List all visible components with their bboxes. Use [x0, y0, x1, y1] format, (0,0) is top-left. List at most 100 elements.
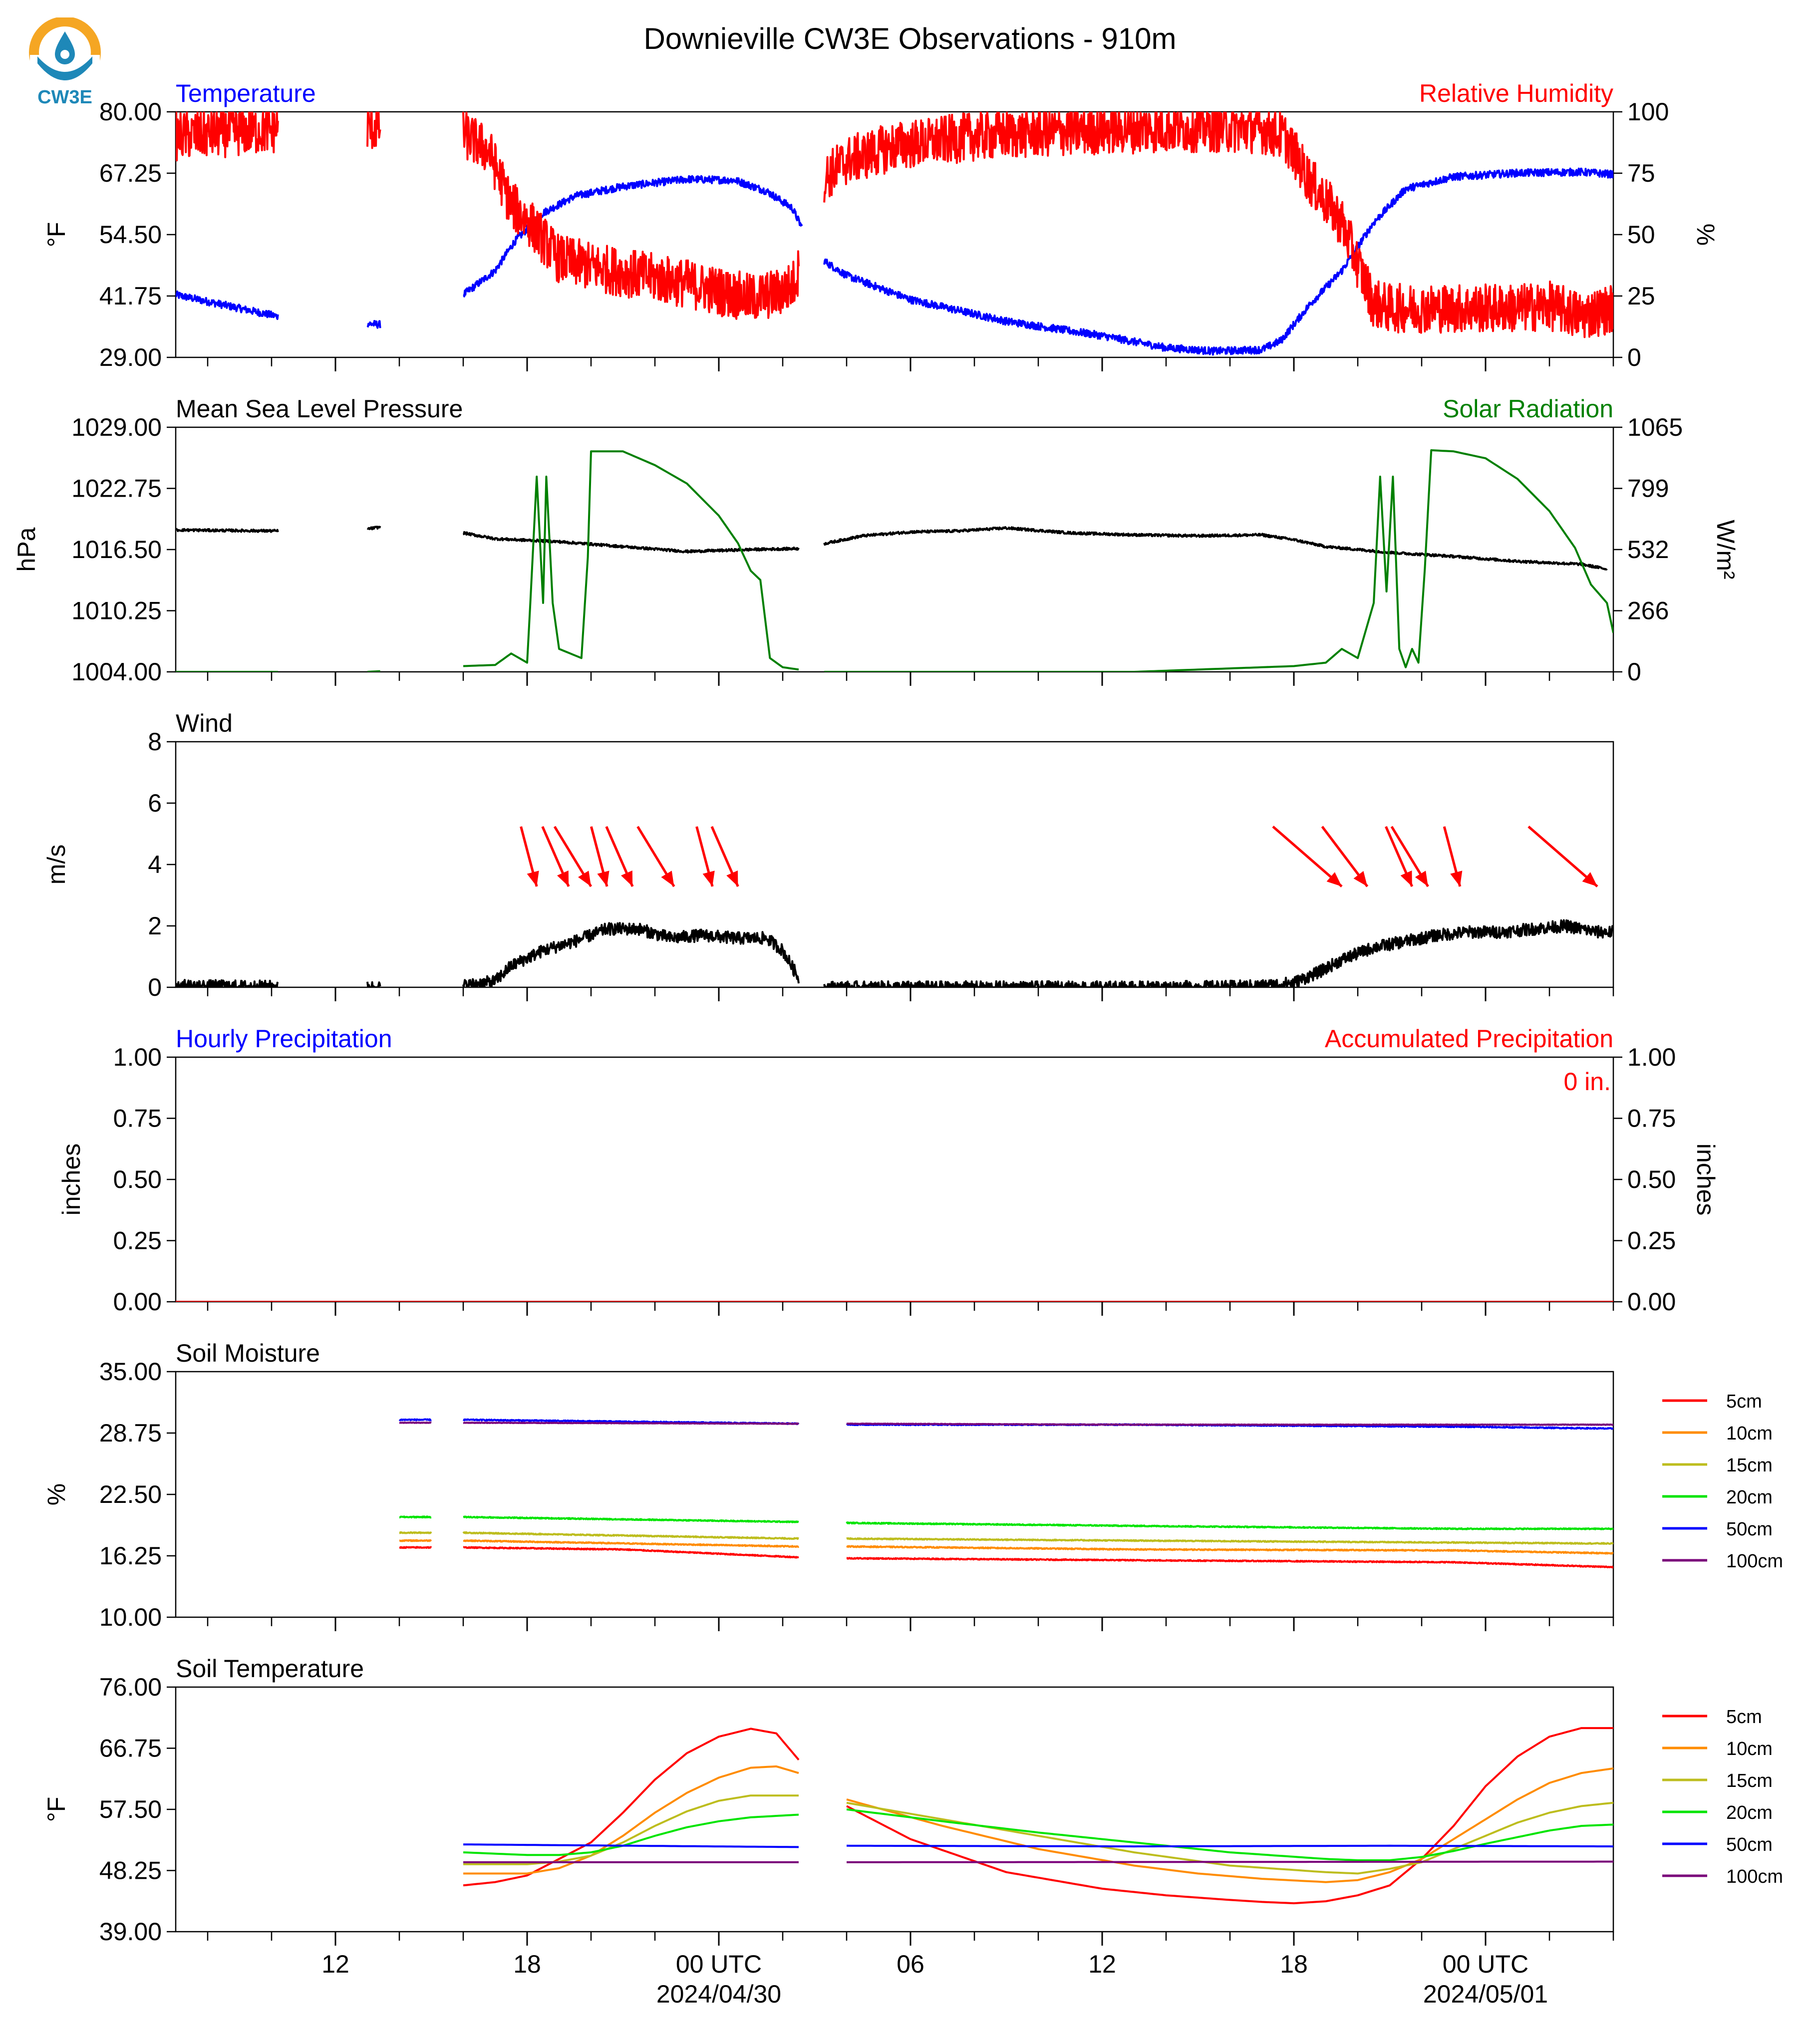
y-tick-label-right: 0.25 — [1627, 1227, 1676, 1255]
accumulated-precip-annotation: 0 in. — [1563, 1068, 1611, 1096]
panel-title-left: Wind — [176, 709, 233, 737]
cw3e-logo: CW3E — [27, 16, 102, 108]
logo-text: CW3E — [37, 87, 92, 105]
panel-3: 8 6 4 2 0 m/s Wind — [42, 709, 1614, 1001]
y-tick-label-left: 4 — [148, 851, 162, 878]
legend-label: 15cm — [1726, 1455, 1773, 1476]
panel-title-left: Hourly Precipitation — [176, 1025, 392, 1053]
legend-label: 10cm — [1726, 1423, 1773, 1444]
legend-label: 5cm — [1726, 1707, 1762, 1728]
y-tick-label-right: 0.75 — [1627, 1105, 1676, 1133]
y-axis-label-left: hPa — [12, 527, 40, 572]
axes-frame — [175, 1056, 1614, 1303]
y-tick-label-left: 2 — [148, 912, 162, 940]
axes-frame — [175, 1371, 1614, 1618]
legend-label: 5cm — [1726, 1391, 1762, 1412]
wind-arrow-head — [597, 870, 609, 886]
legend-label: 20cm — [1726, 1487, 1773, 1508]
series-line-5cm — [399, 1546, 1613, 1569]
y-tick-label-left: 0.00 — [113, 1288, 162, 1316]
y-tick-label-right: 0 — [1627, 343, 1641, 371]
x-date-label: 2024/05/01 — [1423, 1980, 1548, 2008]
panel-title-left: Temperature — [176, 79, 316, 107]
series-line-10cm — [399, 1539, 1613, 1555]
y-axis-label-left: m/s — [42, 845, 70, 885]
panel-title-right: Accumulated Precipitation — [1325, 1025, 1613, 1053]
wind-arrow-head — [1400, 870, 1412, 886]
y-tick-label-right: 100 — [1627, 98, 1669, 126]
y-tick-label-left: 39.00 — [99, 1918, 162, 1946]
panel-title-left: Soil Temperature — [176, 1655, 364, 1683]
y-axis-label-left: °F — [42, 222, 70, 248]
y-tick-label-right: 532 — [1627, 536, 1669, 564]
y-tick-label-right: 1065 — [1627, 413, 1683, 441]
panel-title-left: Soil Moisture — [176, 1339, 320, 1367]
y-tick-label-right: 266 — [1627, 597, 1669, 625]
axes-frame — [175, 741, 1614, 988]
series-line-10cm — [463, 1765, 1613, 1883]
y-axis-label-left: inches — [57, 1144, 85, 1216]
cw3e-logo-mark: CW3E — [29, 16, 101, 108]
y-axis-label-left: % — [42, 1483, 70, 1505]
y-tick-label-left: 1.00 — [113, 1043, 162, 1071]
panel-2: 1029.00 1022.75 1016.50 1010.25 1004.00 1065 7… — [12, 395, 1740, 686]
y-tick-label-right: 75 — [1627, 159, 1655, 187]
wind-arrow-head — [661, 870, 674, 886]
wind-arrow-head — [557, 870, 569, 886]
wind-arrow-head — [1415, 870, 1428, 886]
series-line-s0 — [176, 919, 1613, 987]
x-tick-label: 12 — [1088, 1950, 1116, 1978]
wind-arrow-head — [1450, 870, 1463, 886]
y-tick-label-right: 0.50 — [1627, 1165, 1676, 1193]
series-line-5cm — [463, 1727, 1613, 1905]
legend-label: 100cm — [1726, 1551, 1783, 1572]
y-tick-label-left: 80.00 — [99, 98, 162, 126]
series-line-s1 — [176, 112, 1613, 338]
panel-title-right: Solar Radiation — [1443, 395, 1613, 423]
panel-title-left: Mean Sea Level Pressure — [176, 395, 463, 423]
y-tick-label-left: 22.50 — [99, 1480, 162, 1508]
legend-label: 50cm — [1726, 1519, 1773, 1540]
legend-label: 20cm — [1726, 1802, 1773, 1823]
y-tick-label-left: 48.25 — [99, 1857, 162, 1885]
y-tick-label-left: 41.75 — [99, 282, 162, 310]
y-tick-label-left: 8 — [148, 728, 162, 756]
y-tick-label-left: 10.00 — [99, 1603, 162, 1631]
y-axis-label-right: W/m² — [1712, 520, 1740, 579]
y-tick-label-right: 25 — [1627, 282, 1655, 310]
x-tick-label: 00 UTC — [1443, 1950, 1528, 1978]
logo-drop — [55, 31, 75, 64]
panel-6: 76.00 66.75 57.50 48.25 39.00 °F Soil Temperat… — [42, 1655, 1783, 1946]
y-tick-label-right: 1.00 — [1627, 1043, 1676, 1071]
y-tick-label-left: 1004.00 — [71, 658, 162, 686]
x-date-label: 2024/04/30 — [656, 1980, 781, 2008]
y-tick-label-left: 35.00 — [99, 1358, 162, 1386]
wind-arrow — [1527, 826, 1598, 887]
y-tick-label-left: 0.25 — [113, 1227, 162, 1255]
wind-arrow-head — [578, 870, 591, 886]
axes-frame — [175, 1686, 1614, 1933]
series-line-20cm — [463, 1808, 1613, 1861]
y-tick-label-left: 16.25 — [99, 1542, 162, 1570]
y-tick-label-left: 1010.25 — [71, 597, 162, 625]
wind-arrow-head — [1353, 870, 1368, 886]
panel-5: 35.00 28.75 22.50 16.25 10.00% Soil Moisture 5… — [42, 1339, 1783, 1631]
y-tick-label-left: 76.00 — [99, 1673, 162, 1701]
x-tick-label: 12 — [321, 1950, 349, 1978]
series-line-50cm — [463, 1843, 1613, 1848]
y-tick-label-left: 1016.50 — [71, 536, 162, 564]
axes-frame — [175, 426, 1614, 673]
y-axis-label-left: °F — [42, 1797, 70, 1822]
x-tick-label: 18 — [513, 1950, 541, 1978]
y-tick-label-left: 66.75 — [99, 1735, 162, 1762]
wind-arrow-head — [527, 870, 539, 886]
legend-label: 10cm — [1726, 1738, 1773, 1759]
y-axis-label-right: % — [1692, 224, 1720, 246]
wind-arrow — [1272, 826, 1343, 887]
x-tick-label: 06 — [897, 1950, 924, 1978]
y-axis-label-right: inches — [1692, 1144, 1720, 1216]
y-tick-label-left: 28.75 — [99, 1419, 162, 1447]
y-tick-label-left: 29.00 — [99, 343, 162, 371]
x-tick-label: 00 UTC — [676, 1950, 762, 1978]
